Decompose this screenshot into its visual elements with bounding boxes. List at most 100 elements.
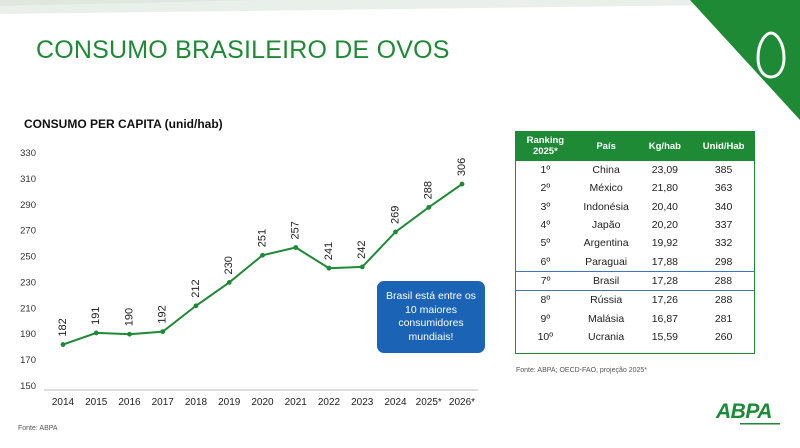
y-tick-label: 250 (20, 252, 36, 263)
data-label: 306 (456, 158, 468, 176)
cell-rank: 5º (540, 237, 551, 250)
cell-country: Japão (591, 219, 621, 232)
cell-units: 363 (714, 182, 733, 195)
cell-rank: 4º (540, 219, 551, 232)
table-row-highlighted: 7º Brasil 17,28 288 (515, 270, 755, 292)
cell-country: Paraguai (585, 255, 628, 268)
header-kg-per-hab: Kg/hab (637, 131, 693, 161)
y-tick-label: 310 (20, 174, 36, 185)
y-tick-label: 210 (20, 303, 36, 314)
data-point (127, 331, 132, 337)
cell-units: 260 (714, 330, 733, 343)
cell-rank: 1º (540, 164, 551, 177)
cell-kg: 20,20 (651, 219, 678, 232)
cell-rank: 8º (540, 294, 551, 307)
cell-rank: 10º (537, 330, 554, 343)
data-point (93, 330, 99, 336)
data-point (226, 280, 232, 285)
header-ranking: Ranking 2025* (515, 131, 576, 161)
data-point (359, 264, 365, 270)
data-point (260, 252, 265, 258)
x-tick-label: 2014 (52, 397, 75, 408)
egg-icon (756, 31, 786, 79)
cell-country: Indonésia (583, 200, 629, 213)
table-row: 5º Argentina 19,92 332 (516, 234, 755, 252)
cell-units: 288 (714, 294, 733, 307)
cell-country: Brasil (575, 270, 638, 292)
x-tick-label: 2020 (251, 397, 274, 408)
top-decorative-band (0, 0, 800, 14)
logo-underline (740, 423, 780, 425)
data-label: 242 (356, 241, 368, 259)
y-tick-label: 190 (20, 329, 36, 340)
abpa-logo: ABPA (716, 400, 772, 423)
cell-kg: 15,59 (651, 330, 678, 343)
corner-decoration (690, 0, 800, 120)
data-label: 269 (390, 206, 402, 224)
table-row: 2º México 21,80 363 (516, 179, 755, 197)
data-point (326, 265, 332, 271)
callout-box: Brasil está entre os 10 maiores consumid… (377, 281, 485, 353)
data-point (393, 229, 398, 235)
cell-kg: 17,88 (651, 255, 678, 268)
x-tick-label: 2025* (416, 397, 442, 408)
data-label: 191 (90, 307, 102, 325)
table-row: 8º Rússia 17,26 288 (516, 291, 755, 310)
cell-units: 332 (714, 237, 733, 250)
data-point (426, 204, 432, 210)
table-source: Fonte: ABPA; OECD-FAO, projeção 2025* (516, 367, 647, 374)
cell-country: Argentina (583, 237, 629, 250)
x-tick-label: 2022 (318, 397, 341, 408)
cell-kg: 21,80 (651, 182, 678, 195)
y-tick-label: 230 (20, 277, 36, 288)
data-point (160, 329, 166, 335)
data-label: 230 (223, 256, 235, 274)
data-label: 251 (257, 229, 269, 247)
cell-kg: 20,40 (651, 200, 678, 213)
cell-kg: 19,92 (651, 237, 678, 250)
cell-units: 298 (714, 255, 733, 268)
cell-kg: 16,87 (651, 312, 678, 325)
cell-country: Malásia (588, 312, 625, 325)
cell-rank: 3º (540, 200, 551, 213)
y-tick-label: 330 (20, 148, 36, 159)
x-tick-label: 2021 (285, 397, 308, 408)
table-row: 4º Japão 20,20 337 (516, 216, 755, 234)
data-label: 192 (157, 305, 169, 323)
x-tick-label: 2023 (351, 397, 374, 408)
data-point (60, 342, 66, 347)
data-label: 288 (423, 181, 435, 199)
table-row: 1º China 23,09 385 (516, 161, 755, 179)
cell-country: Rússia (590, 294, 623, 307)
cell-units: 288 (692, 270, 755, 292)
table-row: 10º Ucrania 15,59 260 (516, 328, 755, 346)
ranking-table: Ranking 2025* País Kg/hab Unid/Hab 1º Chi… (515, 131, 755, 346)
header-units-per-hab: Unid/Hab (692, 131, 755, 161)
data-point (293, 245, 299, 250)
y-tick-label: 170 (20, 355, 36, 366)
chart-source: Fonte: ABPA (18, 425, 58, 432)
cell-rank: 2º (540, 182, 551, 195)
cell-rank: 9º (540, 312, 551, 325)
data-label: 257 (290, 221, 302, 239)
cell-units: 281 (714, 312, 733, 325)
data-point (459, 181, 465, 187)
data-label: 212 (190, 279, 202, 297)
data-label: 190 (124, 308, 136, 326)
chart-title: CONSUMO PER CAPITA (unid/hab) (24, 117, 223, 131)
line-chart: 150 170 190 210 230 250 270 290 310 330 2014 2015 20… (20, 148, 478, 408)
x-tick-label: 2017 (152, 397, 175, 408)
cell-kg: 23,09 (651, 164, 678, 177)
cell-rank: 7º (515, 270, 576, 292)
cell-country: México (589, 182, 623, 195)
table-row: 3º Indonésia 20,40 340 (516, 198, 755, 216)
cell-country: China (592, 164, 620, 177)
x-tick-label: 2015 (85, 397, 108, 408)
y-tick-label: 290 (20, 200, 36, 211)
x-tick-label: 2016 (118, 397, 141, 408)
cell-units: 337 (714, 219, 733, 232)
cell-rank: 6º (540, 255, 551, 268)
cell-country: Ucrania (588, 330, 625, 343)
x-tick-label: 2018 (185, 397, 208, 408)
x-tick-label: 2024 (384, 397, 407, 408)
